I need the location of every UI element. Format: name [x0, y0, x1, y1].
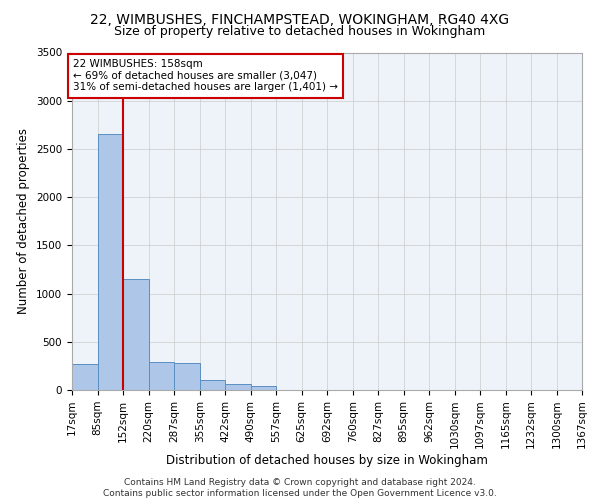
Bar: [72, 364, 98, 390]
Bar: [149, 362, 175, 390]
Bar: [200, 380, 226, 390]
Bar: [225, 384, 251, 390]
X-axis label: Distribution of detached houses by size in Wokingham: Distribution of detached houses by size …: [166, 454, 488, 467]
Bar: [98, 134, 124, 390]
Text: Contains HM Land Registry data © Crown copyright and database right 2024.
Contai: Contains HM Land Registry data © Crown c…: [103, 478, 497, 498]
Text: Size of property relative to detached houses in Wokingham: Size of property relative to detached ho…: [115, 25, 485, 38]
Y-axis label: Number of detached properties: Number of detached properties: [17, 128, 31, 314]
Text: 22 WIMBUSHES: 158sqm
← 69% of detached houses are smaller (3,047)
31% of semi-de: 22 WIMBUSHES: 158sqm ← 69% of detached h…: [73, 59, 338, 92]
Bar: [174, 362, 200, 390]
Text: 22, WIMBUSHES, FINCHAMPSTEAD, WOKINGHAM, RG40 4XG: 22, WIMBUSHES, FINCHAMPSTEAD, WOKINGHAM,…: [91, 12, 509, 26]
Bar: [123, 279, 149, 390]
Bar: [251, 386, 277, 390]
